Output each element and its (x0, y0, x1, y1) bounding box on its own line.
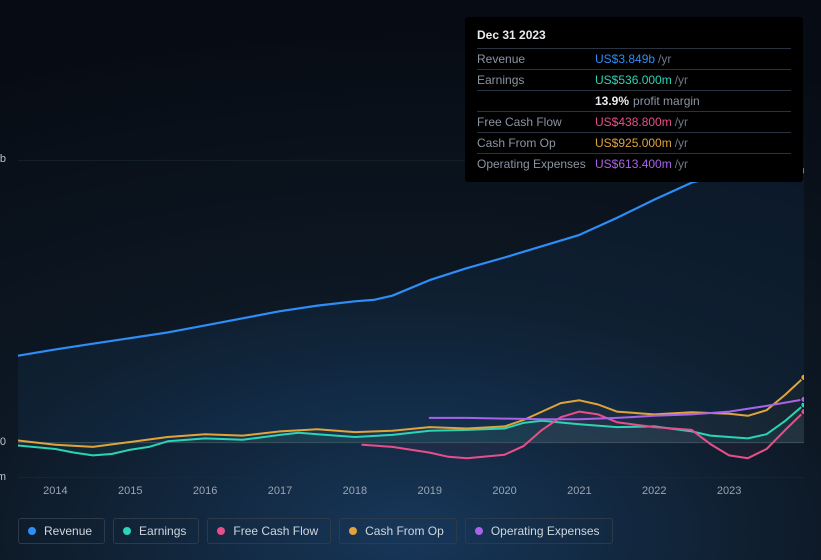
x-axis-label: 2018 (343, 485, 367, 497)
legend-item-free-cash-flow[interactable]: Free Cash Flow (207, 518, 331, 544)
tooltip-row-label: Free Cash Flow (477, 115, 595, 129)
profit-margin-label: profit margin (633, 94, 700, 108)
tooltip-profit-margin: 13.9% profit margin (477, 91, 791, 112)
chart-legend: Revenue Earnings Free Cash Flow Cash From O… (18, 518, 613, 544)
tooltip-row-suffix: /yr (675, 136, 688, 150)
tooltip-row-value: US$925.000m (595, 136, 672, 150)
x-axis-label: 2020 (492, 485, 516, 497)
tooltip-row-value: US$438.800m (595, 115, 672, 129)
tooltip-row: RevenueUS$3.849b/yr (477, 49, 791, 70)
x-axis-label: 2016 (193, 485, 217, 497)
legend-swatch (28, 527, 36, 535)
x-axis-label: 2022 (642, 485, 666, 497)
legend-swatch (349, 527, 357, 535)
legend-label: Revenue (44, 524, 92, 538)
x-axis-label: 2021 (567, 485, 591, 497)
tooltip-row-suffix: /yr (675, 157, 688, 171)
tooltip-row-label: Cash From Op (477, 136, 595, 150)
chart-svg (18, 160, 804, 478)
legend-swatch (217, 527, 225, 535)
tooltip-row-label: Revenue (477, 52, 595, 66)
x-axis-label: 2014 (43, 485, 67, 497)
tooltip-row-value: US$536.000m (595, 73, 672, 87)
y-axis-label: -US$500m (0, 471, 6, 483)
tooltip-row-label: Earnings (477, 73, 595, 87)
tooltip-row-suffix: /yr (675, 73, 688, 87)
tooltip-row-suffix: /yr (658, 52, 671, 66)
tooltip-row: Free Cash FlowUS$438.800m/yr (477, 112, 791, 133)
legend-label: Operating Expenses (491, 524, 600, 538)
tooltip-row-label: Operating Expenses (477, 157, 595, 171)
legend-item-cash-from-op[interactable]: Cash From Op (339, 518, 457, 544)
profit-margin-value: 13.9% (595, 94, 629, 108)
legend-item-earnings[interactable]: Earnings (113, 518, 199, 544)
financials-chart[interactable] (18, 160, 804, 500)
tooltip-date: Dec 31 2023 (477, 25, 791, 49)
legend-swatch (475, 527, 483, 535)
tooltip-row: Cash From OpUS$925.000m/yr (477, 133, 791, 154)
x-axis-label: 2015 (118, 485, 142, 497)
x-axis-label: 2019 (417, 485, 441, 497)
tooltip-row-suffix: /yr (675, 115, 688, 129)
legend-label: Earnings (139, 524, 186, 538)
legend-item-revenue[interactable]: Revenue (18, 518, 105, 544)
y-axis-label: US$0 (0, 436, 6, 448)
tooltip-row-value: US$613.400m (595, 157, 672, 171)
y-axis-label: US$4b (0, 153, 6, 165)
legend-label: Cash From Op (365, 524, 444, 538)
tooltip-row: EarningsUS$536.000m/yr (477, 70, 791, 91)
x-axis-label: 2017 (268, 485, 292, 497)
legend-label: Free Cash Flow (233, 524, 318, 538)
tooltip-row-value: US$3.849b (595, 52, 655, 66)
legend-swatch (123, 527, 131, 535)
legend-item-operating-expenses[interactable]: Operating Expenses (465, 518, 613, 544)
tooltip-row: Operating ExpensesUS$613.400m/yr (477, 154, 791, 174)
x-axis-labels: 2014 2015 2016 2017 2018 2019 2020 2021 2022 2023 (18, 485, 804, 501)
x-axis-label: 2023 (717, 485, 741, 497)
chart-tooltip: Dec 31 2023 RevenueUS$3.849b/yrEarningsU… (465, 17, 803, 182)
